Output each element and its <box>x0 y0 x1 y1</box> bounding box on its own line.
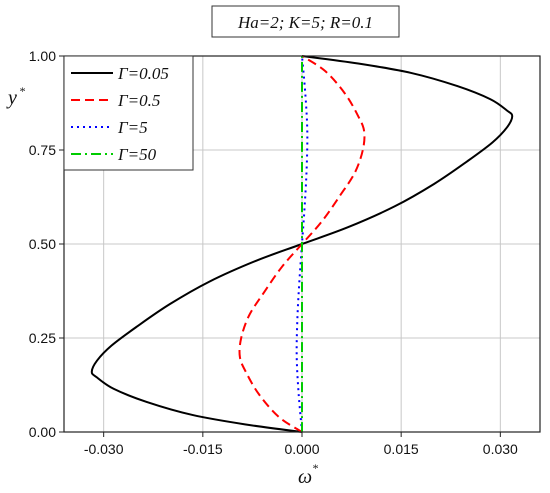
x-tick-label: -0.030 <box>84 441 124 457</box>
y-tick-label: 0.50 <box>29 236 56 252</box>
series-line-3 <box>295 55 309 433</box>
x-tick-label: 0.030 <box>483 441 518 457</box>
title-box: Ha=2; K=5; R=0.1 <box>211 5 400 38</box>
legend-label-3: Γ=5 <box>117 118 148 137</box>
x-tick-label: 0.000 <box>284 441 319 457</box>
legend-label-2: Γ=0.5 <box>117 91 160 110</box>
ticks: -0.030 -0.015 0.000 0.015 0.030 0.00 0.25 0.50 0… <box>29 48 518 457</box>
x-axis-label: ω <box>298 466 312 488</box>
chart-title: Ha=2; K=5; R=0.1 <box>237 13 373 32</box>
x-axis-title: ω * <box>298 461 318 488</box>
y-tick-label: 0.25 <box>29 330 56 346</box>
y-tick-label: 0.75 <box>29 142 56 158</box>
legend: Γ=0.05 Γ=0.5 Γ=5 Γ=50 <box>63 55 194 171</box>
series-layer <box>90 55 514 433</box>
legend-label-1: Γ=0.05 <box>117 64 169 83</box>
y-axis-label: y <box>6 87 17 109</box>
x-tick-label: 0.015 <box>384 441 419 457</box>
y-axis-title: y * <box>6 84 25 109</box>
y-axis-label-sup: * <box>19 84 25 98</box>
x-axis-label-sup: * <box>312 461 318 475</box>
y-tick-label: 0.00 <box>29 424 56 440</box>
x-tick-label: -0.015 <box>183 441 223 457</box>
y-tick-label: 1.00 <box>29 48 56 64</box>
legend-label-4: Γ=50 <box>117 145 157 164</box>
